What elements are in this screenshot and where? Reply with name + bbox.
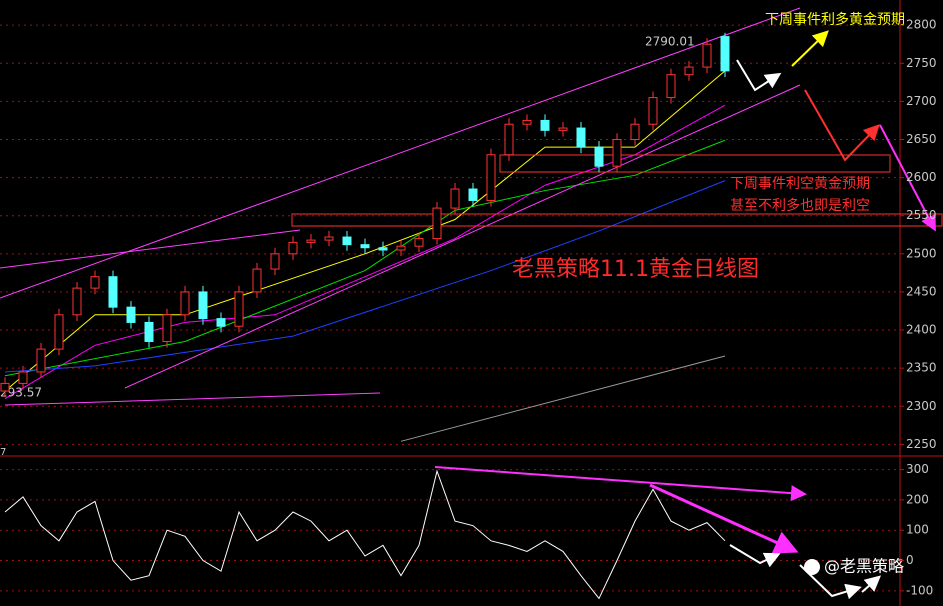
candle-body [702, 43, 712, 68]
watermark: @老黑策略 [824, 557, 904, 576]
candle-body [18, 371, 28, 384]
y-tick-label: 2500 [906, 246, 937, 260]
moving-average [4, 70, 726, 392]
y-tick-label: 2450 [906, 284, 937, 298]
arrow [729, 544, 781, 568]
candle-body [648, 97, 658, 125]
chart-title: 老黑策略11.1黄金日线图 [512, 257, 759, 282]
moving-average [400, 355, 726, 442]
candle-body [324, 236, 334, 241]
arrow [879, 124, 936, 232]
candle-body [450, 188, 460, 209]
low-label: 293.57 [0, 386, 42, 400]
candle-body [252, 268, 262, 293]
y-tick-label: 2400 [906, 323, 937, 337]
high-label: 2790.01 [645, 35, 695, 49]
candle-body [504, 123, 514, 156]
candle-body [540, 119, 550, 131]
trend-line [124, 84, 801, 389]
watermark-icon [804, 559, 820, 575]
candle-body [90, 276, 100, 289]
candle-body [72, 287, 82, 316]
candle-body [522, 119, 532, 125]
y-tick-label: 300 [906, 462, 929, 476]
arrow [736, 59, 782, 92]
candle-body [378, 247, 388, 251]
candle-body [630, 123, 640, 140]
arrow [799, 564, 862, 600]
candle-body [486, 154, 496, 201]
candle-body [108, 276, 118, 308]
bull-note: 下周事件利多黄金预期 [765, 11, 905, 28]
y-tick-label: 2700 [906, 94, 937, 108]
candle-body [432, 207, 442, 240]
y-tick-label: 200 [906, 492, 929, 506]
zone-box [499, 154, 891, 173]
moving-average [4, 104, 726, 400]
candle-body [234, 291, 244, 327]
drawings [0, 7, 943, 600]
candle-body [144, 321, 154, 342]
trend-line [4, 392, 381, 406]
candle-body [198, 291, 208, 320]
oscillator-line [4, 469, 726, 600]
trend-line [0, 7, 801, 299]
candle-body [288, 241, 298, 255]
candle-body [0, 382, 10, 392]
y-tick-label: 2300 [906, 399, 937, 413]
y-tick-label: 2650 [906, 132, 937, 146]
bear-note: 甚至不利多也即是利空 [730, 197, 870, 214]
arrow [649, 483, 799, 554]
y-tick-label: 2600 [906, 170, 937, 184]
y-tick-label: -100 [906, 583, 933, 597]
candle-body [342, 236, 352, 246]
y-tick-label: 2550 [906, 208, 937, 222]
candle-body [54, 314, 64, 350]
arrow [434, 466, 807, 502]
candle-body [612, 138, 622, 167]
candle-body [306, 239, 316, 243]
y-tick-label: 2800 [906, 18, 937, 32]
candle-body [684, 66, 694, 76]
y-tick-label: 2250 [906, 437, 937, 451]
arrow [804, 89, 880, 162]
y-tick-label: 0 [906, 553, 914, 567]
y-tick-label: 2350 [906, 361, 937, 375]
panel-label: 7 [0, 447, 6, 458]
candle-body [216, 318, 226, 327]
candle-body [468, 188, 478, 201]
zone-box [291, 213, 943, 227]
bear-note: 下周事件利空黄金预期 [730, 175, 870, 192]
candle-body [576, 127, 586, 148]
candle-body [162, 314, 172, 342]
y-tick-label: 100 [906, 523, 929, 537]
candle-body [720, 36, 730, 72]
candle-body [414, 238, 424, 247]
arrow [791, 30, 829, 67]
candle-body [360, 244, 370, 249]
candle-body [126, 306, 136, 323]
candle-body [270, 253, 280, 270]
arrow [861, 575, 882, 593]
trend-line [0, 229, 301, 269]
candle-body [180, 291, 190, 316]
candle-body [396, 245, 406, 251]
candle-body [666, 74, 676, 99]
moving-average [4, 180, 726, 373]
y-tick-label: 2750 [906, 56, 937, 70]
candle-body [558, 127, 568, 131]
candle-body [36, 348, 46, 373]
candle-body [594, 146, 604, 167]
